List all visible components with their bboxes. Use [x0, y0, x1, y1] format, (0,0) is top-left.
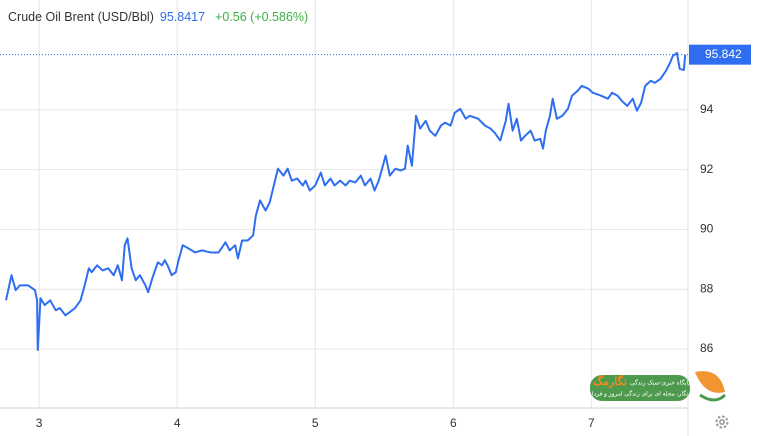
change: +0.56 (+0.586%)	[215, 10, 308, 24]
watermark-name: نگارمگ	[593, 374, 627, 388]
x-tick-label: 3	[36, 416, 43, 430]
last-price-box	[689, 44, 751, 65]
x-tick-label: 5	[312, 416, 319, 430]
y-tick-label: 92	[700, 162, 714, 176]
title: Crude Oil Brent (USD/Bbl)	[8, 10, 154, 24]
price: 95.8417	[160, 10, 205, 24]
x-tick-label: 7	[588, 416, 595, 430]
watermark-subtitle: نگار، مجله ای برای زندگی امروز و فردا	[592, 390, 689, 398]
price-line	[5, 51, 687, 351]
last-price-label: 95.842	[705, 47, 742, 61]
watermark-tagline: پایگاه خبری-سبک زندگی	[630, 379, 690, 387]
chart-title: Crude Oil Brent (USD/Bbl) 95.8417 +0.56 (+…	[8, 10, 308, 24]
watermark-logo	[590, 371, 727, 402]
y-tick-label: 90	[700, 222, 714, 236]
y-tick-label: 94	[700, 102, 714, 116]
y-tick-label: 88	[700, 281, 714, 295]
settings-icon[interactable]	[715, 415, 729, 429]
x-tick-label: 4	[174, 416, 181, 430]
y-tick-label: 86	[700, 341, 714, 355]
x-tick-label: 6	[450, 416, 457, 430]
